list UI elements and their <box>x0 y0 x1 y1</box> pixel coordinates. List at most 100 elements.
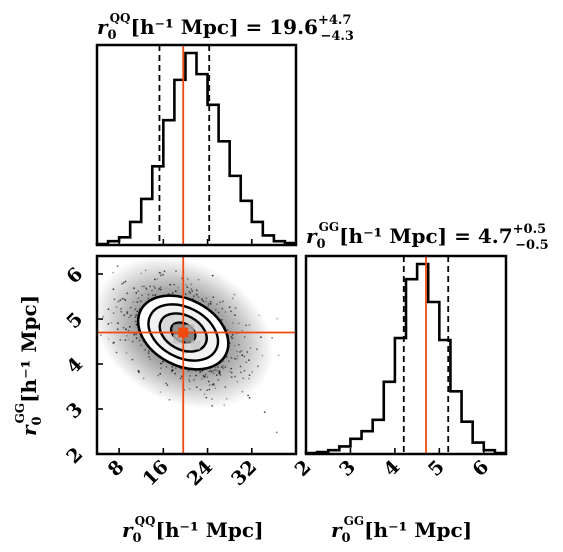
scatter-point <box>190 288 193 290</box>
scatter-point <box>183 248 185 250</box>
scatter-point <box>224 366 227 368</box>
scatter-point <box>128 316 130 319</box>
scatter-point <box>127 329 130 332</box>
scatter-point <box>248 374 251 377</box>
scatter-point <box>236 380 239 383</box>
scatter-point <box>122 281 125 284</box>
scatter-point <box>124 339 127 341</box>
scatter-point <box>154 278 156 281</box>
scatter-point <box>256 348 258 350</box>
scatter-point <box>189 292 192 294</box>
scatter-point <box>110 322 113 324</box>
scatter-point <box>157 374 160 377</box>
scatter-point <box>224 386 227 388</box>
scatter-point <box>248 396 251 399</box>
scatter-point <box>210 370 213 373</box>
scatter-point <box>136 310 139 313</box>
scatter-point <box>212 296 215 299</box>
scatter-point <box>245 324 248 327</box>
scatter-point <box>116 322 119 325</box>
scatter-point <box>217 366 219 369</box>
rgg-hist-xtick-label: 3 <box>335 456 360 481</box>
scatter-point <box>199 371 201 373</box>
scatter-point <box>189 375 192 377</box>
scatter-point <box>207 305 210 308</box>
scatter-ytick-label: 2 <box>62 443 87 468</box>
scatter-point <box>239 365 242 368</box>
rgg-hist-xtick-label: 6 <box>468 456 493 481</box>
title-rgg-minus: −0.5 <box>515 238 549 253</box>
scatter-point <box>223 404 226 407</box>
scatter-point <box>186 250 188 252</box>
scatter-point <box>220 366 223 369</box>
scatter-point <box>175 270 177 273</box>
scatter-point <box>147 293 150 296</box>
scatter-point <box>148 350 150 353</box>
title-rqq: r0 QQ[h⁻¹ Mpc] = 19.6+4.7 −4.3 <box>97 11 354 44</box>
scatter-point <box>124 280 127 283</box>
xlabel-rqq-unit: [h⁻¹ Mpc] <box>156 518 264 542</box>
scatter-point <box>134 320 137 323</box>
scatter-point <box>135 337 138 340</box>
scatter-point <box>174 290 177 293</box>
scatter-point <box>246 351 249 353</box>
scatter-point <box>121 283 123 285</box>
scatter-point <box>247 394 250 397</box>
xlabel-rqq: r0 QQ[h⁻¹ Mpc] <box>122 514 264 546</box>
scatter-point <box>206 376 209 379</box>
scatter-ytick-label: 5 <box>62 308 87 333</box>
scatter-point <box>177 286 180 289</box>
scatter-point <box>233 293 236 296</box>
scatter-point <box>131 358 134 361</box>
scatter-point <box>211 383 214 386</box>
scatter-point <box>201 377 203 380</box>
truth-marker <box>178 327 189 338</box>
scatter-point <box>236 350 238 353</box>
rgg-hist-xtick-label: 5 <box>424 456 449 481</box>
scatter-point <box>222 300 224 303</box>
scatter-point <box>215 369 218 372</box>
scatter-point <box>159 274 162 277</box>
scatter-point <box>117 300 120 303</box>
scatter-point <box>107 308 110 311</box>
scatter-point <box>199 370 202 373</box>
scatter-point <box>230 376 233 378</box>
scatter-point <box>117 322 119 325</box>
scatter-point <box>159 362 162 365</box>
scatter-point <box>234 375 237 378</box>
title-rgg-prefix: r <box>306 224 318 248</box>
scatter-point <box>122 326 125 329</box>
scatter-contour-panel: 8 16 24 32 2 3 4 5 6 <box>62 248 298 490</box>
scatter-point <box>186 278 189 280</box>
scatter-point <box>230 371 233 374</box>
scatter-point <box>257 365 259 368</box>
scatter-point <box>144 348 146 351</box>
scatter-point <box>135 333 138 336</box>
scatter-point <box>226 329 229 331</box>
scatter-point <box>188 290 191 293</box>
scatter-xtick-label: 16 <box>139 456 173 490</box>
scatter-point <box>159 288 162 291</box>
scatter-point <box>125 328 127 331</box>
scatter-point <box>229 370 231 373</box>
scatter-point <box>248 359 250 362</box>
scatter-point <box>145 288 148 291</box>
scatter-point <box>180 375 183 378</box>
scatter-point <box>230 357 233 359</box>
scatter-point <box>123 314 126 317</box>
scatter-point <box>215 374 218 377</box>
scatter-point <box>207 380 210 383</box>
scatter-point <box>142 377 145 380</box>
scatter-point <box>227 360 230 363</box>
scatter-point <box>240 350 243 352</box>
rgg-hist-frame <box>304 254 508 456</box>
scatter-point <box>211 398 214 401</box>
scatter-point <box>173 283 176 286</box>
scatter-point <box>205 297 208 300</box>
scatter-point <box>212 372 215 375</box>
scatter-ytick-label: 4 <box>62 353 87 378</box>
scatter-point <box>224 311 227 313</box>
scatter-point <box>197 296 200 299</box>
